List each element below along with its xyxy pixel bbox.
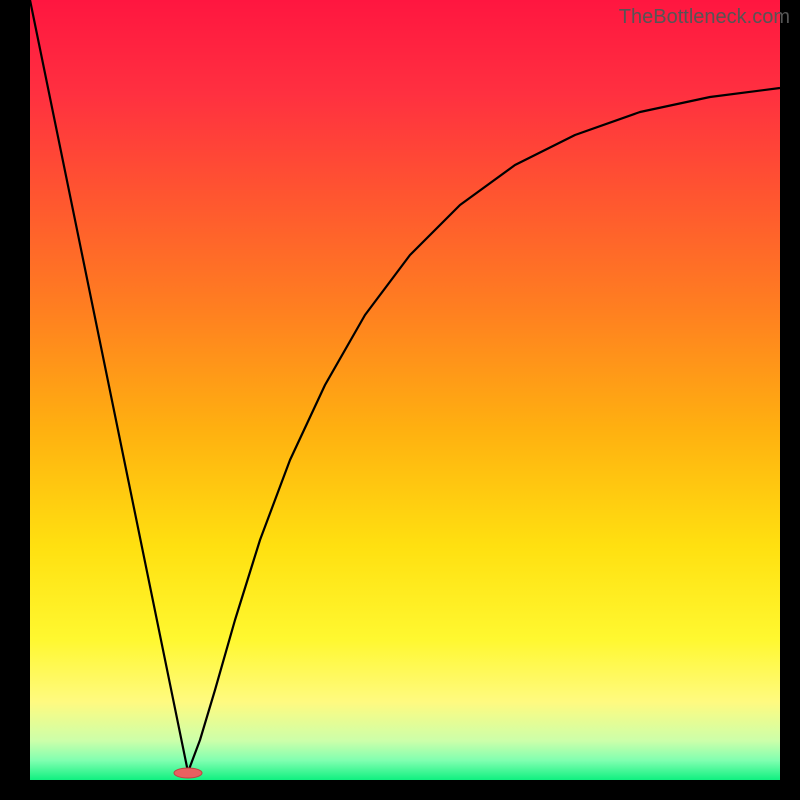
chart-svg [0, 0, 800, 800]
watermark-text: TheBottleneck.com [619, 6, 790, 29]
chart-container: TheBottleneck.com [0, 0, 800, 800]
plot-gradient-background [30, 0, 780, 780]
minimum-marker [174, 768, 202, 778]
